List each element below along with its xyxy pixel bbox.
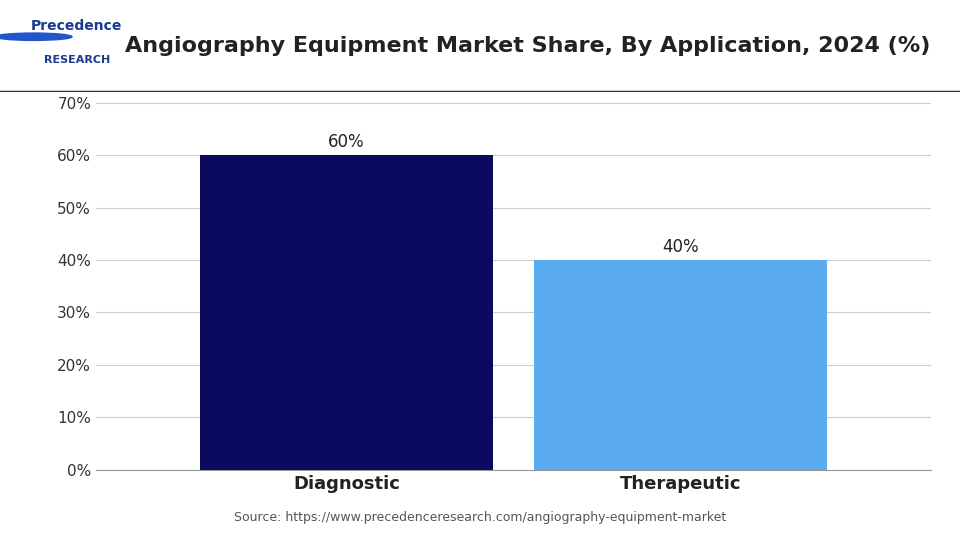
Text: RESEARCH: RESEARCH [43,55,110,65]
Text: 40%: 40% [662,238,699,256]
Text: 60%: 60% [328,133,365,151]
Bar [201,155,492,470]
Text: Precedence: Precedence [31,19,123,33]
Bar [535,260,827,470]
Text: Source: https://www.precedenceresearch.com/angiography-equipment-market: Source: https://www.precedenceresearch.c… [234,511,726,524]
Text: Angiography Equipment Market Share, By Application, 2024 (%): Angiography Equipment Market Share, By A… [126,36,930,56]
Circle shape [0,33,72,40]
